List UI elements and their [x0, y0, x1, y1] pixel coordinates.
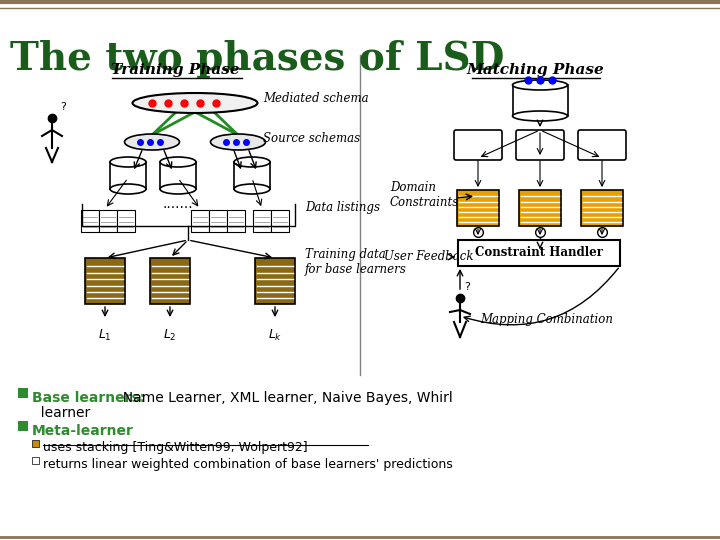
Bar	[457, 190, 499, 226]
Text: Name Learner, XML learner, Naive Bayes, Whirl: Name Learner, XML learner, Naive Bayes, …	[114, 391, 453, 405]
Bar	[234, 162, 270, 189]
Bar	[18, 421, 28, 431]
Bar	[209, 210, 227, 232]
Text: Source schemas: Source schemas	[263, 132, 360, 145]
Bar	[85, 258, 125, 304]
Ellipse shape	[210, 134, 266, 150]
Ellipse shape	[234, 184, 270, 194]
Bar	[227, 210, 245, 232]
Bar	[191, 210, 209, 232]
Text: returns linear weighted combination of base learners' predictions: returns linear weighted combination of b…	[43, 458, 453, 471]
Text: Training Phase: Training Phase	[111, 63, 239, 77]
FancyBboxPatch shape	[578, 130, 626, 160]
Text: Mapping Combination: Mapping Combination	[480, 314, 613, 327]
Bar	[253, 210, 271, 232]
Ellipse shape	[125, 134, 179, 150]
Bar	[32, 440, 39, 447]
Ellipse shape	[132, 93, 258, 113]
Text: The two phases of LSD: The two phases of LSD	[10, 40, 505, 78]
Bar	[513, 85, 567, 116]
Text: Base learners:: Base learners:	[32, 391, 145, 405]
Ellipse shape	[234, 157, 270, 167]
Text: User Feedback: User Feedback	[384, 251, 474, 264]
Ellipse shape	[160, 157, 196, 167]
Bar	[458, 240, 620, 266]
Bar	[255, 258, 295, 304]
Bar	[150, 258, 190, 304]
Text: Mediated schema: Mediated schema	[263, 91, 369, 105]
Bar	[99, 210, 117, 232]
Bar	[32, 457, 39, 464]
Bar	[519, 190, 561, 226]
FancyBboxPatch shape	[516, 130, 564, 160]
Bar	[18, 388, 28, 398]
Text: ?: ?	[464, 282, 470, 292]
Text: uses stacking [Ting&Witten99, Wolpert92]: uses stacking [Ting&Witten99, Wolpert92]	[43, 441, 307, 454]
Text: Data listings: Data listings	[305, 201, 380, 214]
Bar	[81, 210, 99, 232]
Text: Constraint Handler: Constraint Handler	[475, 246, 603, 260]
Ellipse shape	[513, 111, 567, 121]
Text: Training data
for base learners: Training data for base learners	[305, 248, 407, 276]
Ellipse shape	[160, 184, 196, 194]
Text: Meta-learner: Meta-learner	[32, 424, 134, 438]
Text: ·······: ·······	[162, 201, 193, 215]
Bar	[117, 210, 135, 232]
Ellipse shape	[513, 80, 567, 90]
Text: Domain
Constraints: Domain Constraints	[390, 181, 459, 209]
Bar	[271, 210, 289, 232]
Bar	[581, 190, 623, 226]
Ellipse shape	[110, 157, 146, 167]
Ellipse shape	[110, 184, 146, 194]
Bar	[110, 162, 146, 189]
Text: $L_k$: $L_k$	[268, 328, 282, 343]
Bar	[160, 162, 196, 189]
FancyBboxPatch shape	[454, 130, 502, 160]
Text: ?: ?	[60, 102, 66, 112]
Text: $L_2$: $L_2$	[163, 328, 177, 343]
Text: $L_1$: $L_1$	[98, 328, 112, 343]
Text: learner: learner	[32, 406, 90, 420]
Text: Matching Phase: Matching Phase	[466, 63, 604, 77]
